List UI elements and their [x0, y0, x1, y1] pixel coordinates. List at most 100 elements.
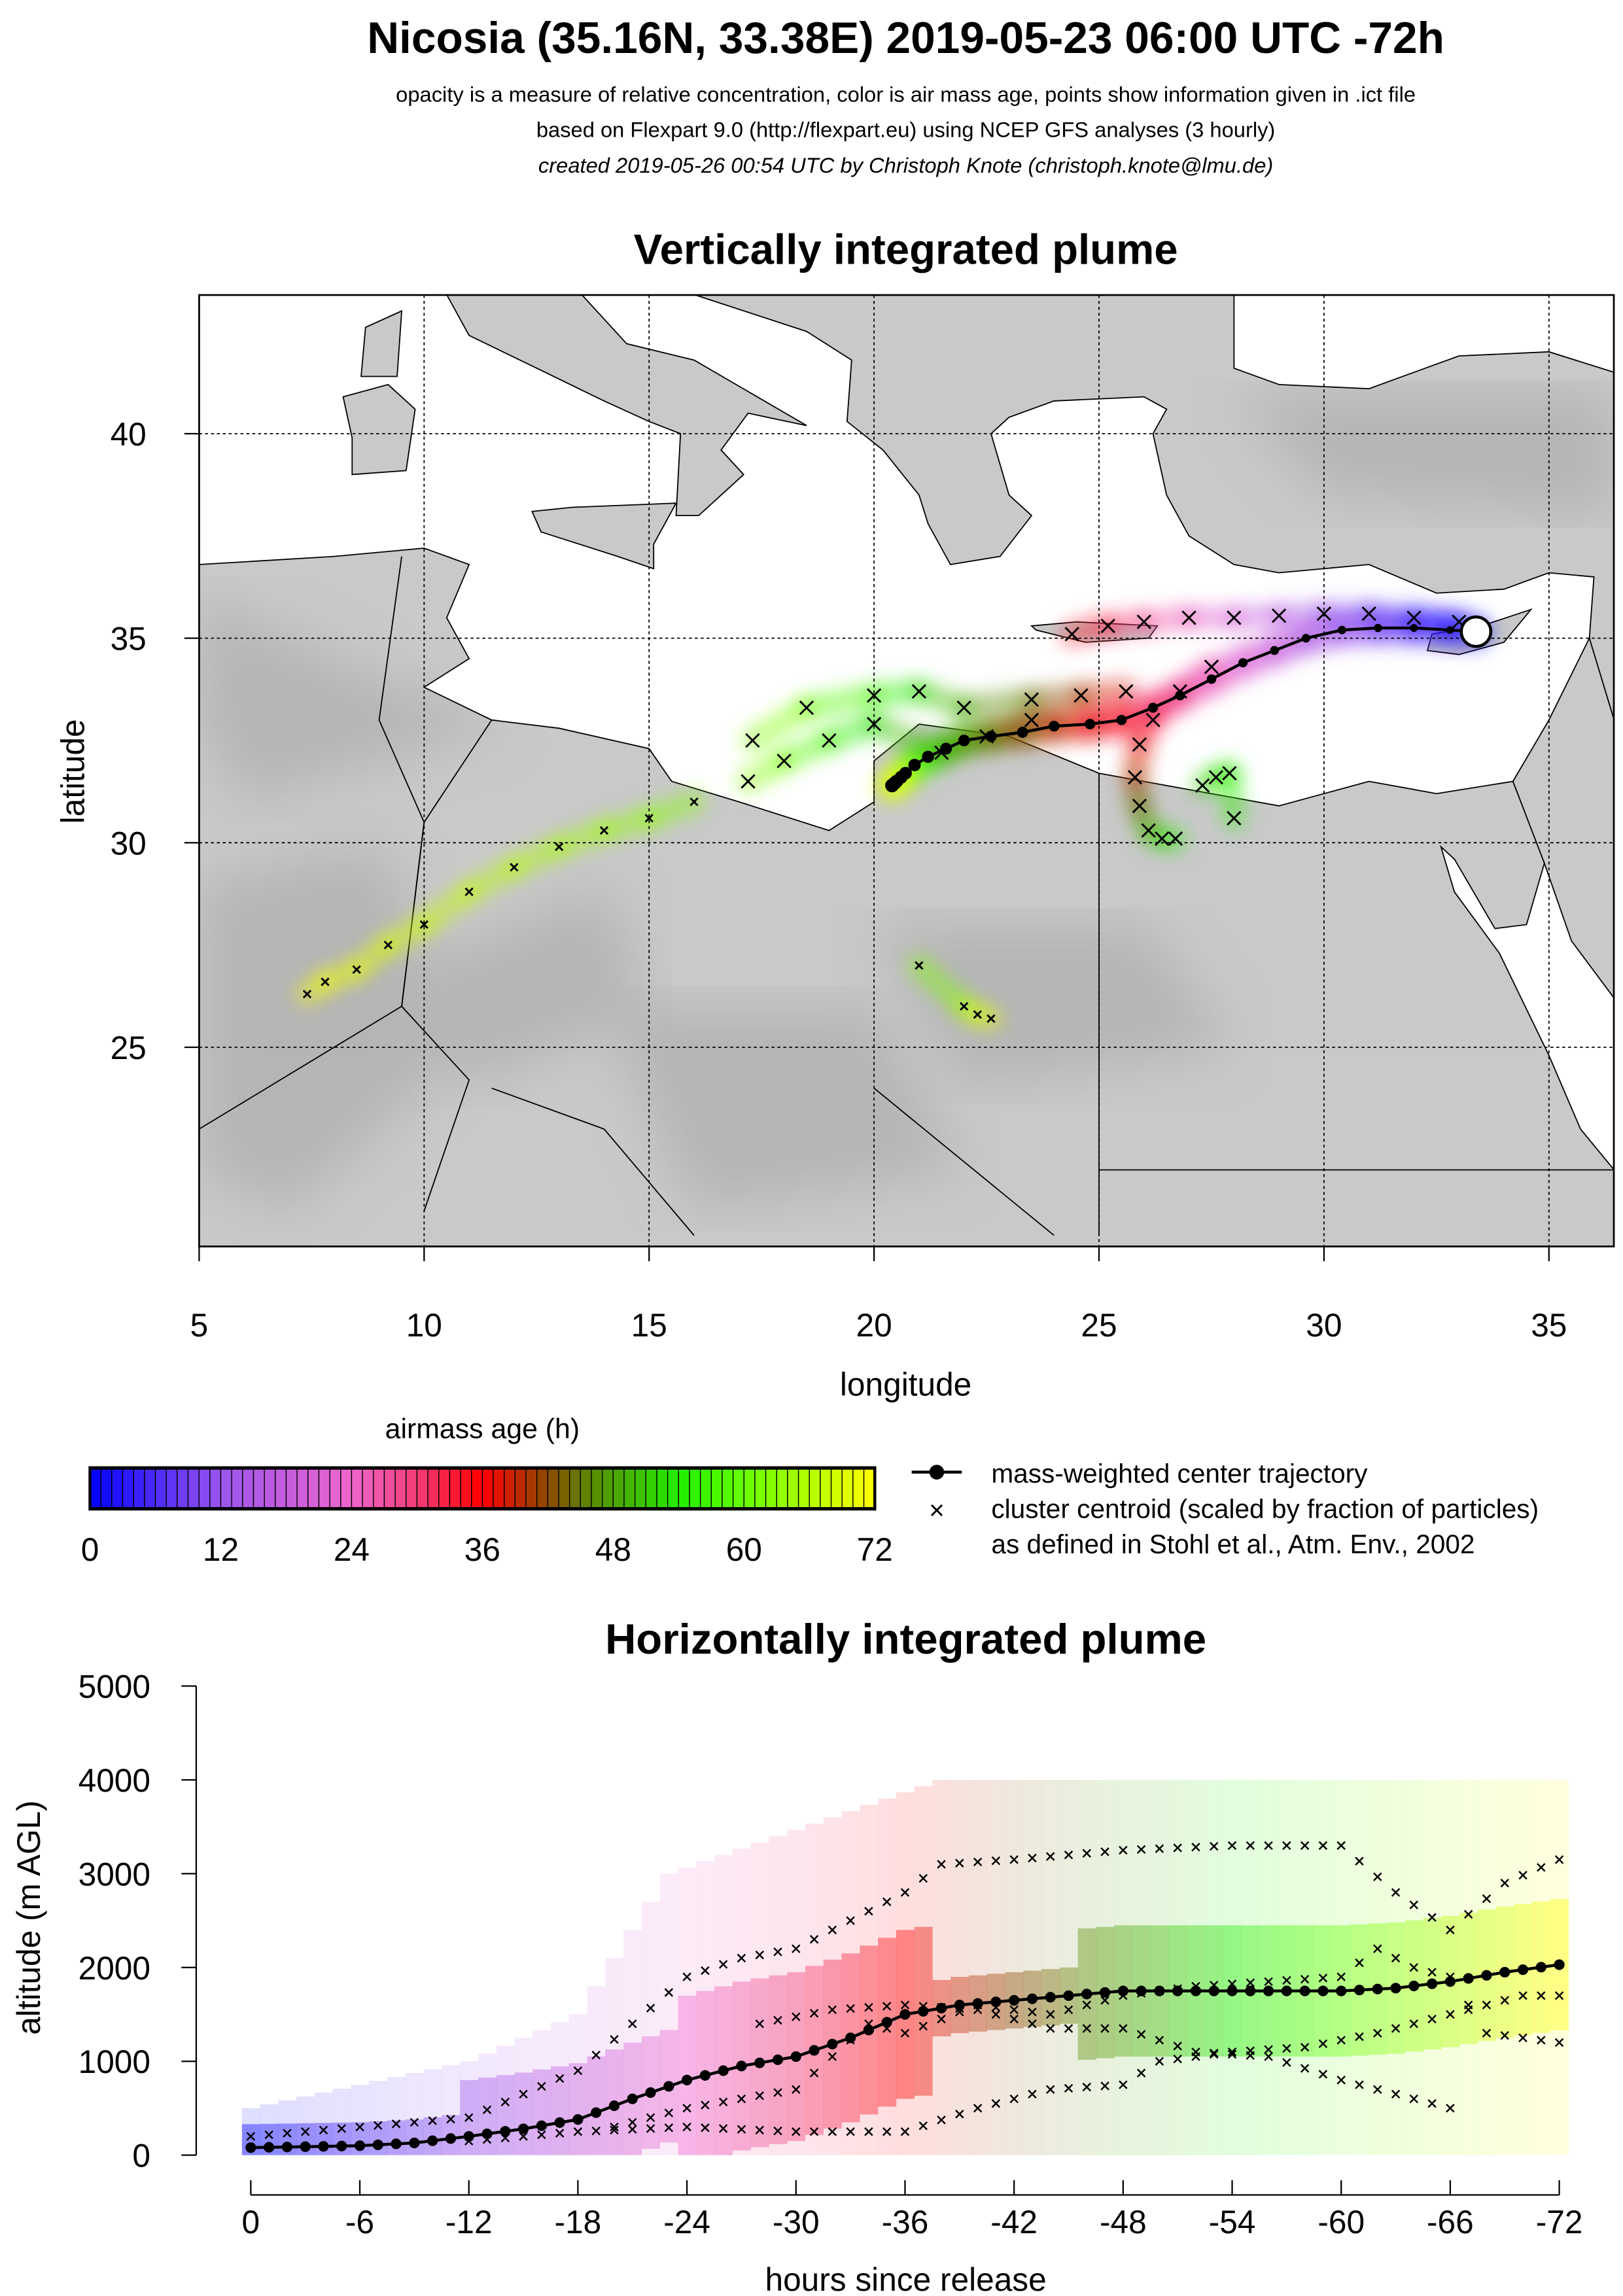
map-y-tick-label: 25	[111, 1030, 147, 1066]
center-trajectory-point	[1238, 658, 1248, 668]
colorbar-cell	[416, 1469, 428, 1508]
plume-column	[1223, 1779, 1242, 2155]
cluster-centroid-marker	[1336, 1972, 1346, 1981]
cluster-centroid-marker	[1355, 1856, 1364, 1866]
colorbar-cell	[797, 1469, 810, 1508]
cluster-centroid-marker	[799, 700, 814, 716]
colorbar-cell	[133, 1469, 145, 1508]
altitude-y-axis-label: altitude (m AGL)	[10, 1800, 47, 2034]
center-trajectory-point	[1408, 1980, 1420, 1992]
cluster-centroid-marker	[1210, 1841, 1219, 1851]
plume-core	[587, 2056, 606, 2155]
altitude-y-tick-label: 5000	[79, 1669, 150, 1705]
cluster-centroid-marker	[737, 1953, 746, 1963]
plume-column	[1350, 1779, 1369, 2155]
cluster-centroid-marker	[864, 2003, 873, 2012]
cluster-centroid-marker	[822, 733, 837, 748]
center-trajectory-point	[681, 2074, 693, 2086]
cluster-centroid-marker	[628, 2117, 637, 2127]
plume-column	[805, 1823, 824, 2155]
cluster-centroid-marker	[1155, 831, 1170, 846]
cluster-centroid-marker	[1045, 2024, 1055, 2033]
cluster-centroid-marker	[737, 2125, 746, 2134]
colorbar-cell	[100, 1469, 113, 1508]
map-panel: 5 10 15 20 25 30 35 25 30 35 40	[111, 294, 1615, 1344]
cluster-centroid-marker	[792, 2085, 801, 2094]
cluster-centroid-marker	[1119, 684, 1134, 699]
plume-core	[532, 2069, 551, 2155]
center-trajectory-point	[1190, 1985, 1202, 1996]
cluster-centroid-marker	[1318, 1974, 1328, 1983]
plume-column	[1441, 1779, 1460, 2155]
map-x-tick-label: 10	[406, 1307, 442, 1344]
cluster-centroid-marker	[1024, 692, 1039, 707]
cluster-centroid-marker	[1191, 1842, 1200, 1852]
altitude-x-tick-label: -24	[663, 2204, 710, 2240]
center-trajectory-point	[972, 1998, 983, 2009]
cluster-centroid-marker	[959, 1001, 969, 1011]
altitude-y-tick-label: 3000	[79, 1856, 150, 1892]
colorbar-cell	[852, 1469, 865, 1508]
center-trajectory-point	[940, 742, 952, 755]
center-trajectory-point	[885, 778, 899, 793]
legend-dot-swatch	[929, 1465, 945, 1480]
cluster-centroid-marker	[809, 2068, 819, 2078]
cluster-centroid-marker	[1064, 1850, 1073, 1860]
colorbar-cell	[209, 1469, 222, 1508]
cluster-centroid-marker	[500, 2097, 510, 2107]
cluster-centroid-marker	[321, 977, 330, 986]
plume-column	[1023, 1779, 1042, 2155]
cluster-centroid-marker	[1132, 737, 1147, 752]
sicily	[531, 502, 678, 570]
plume-segment	[966, 1002, 1003, 1031]
cluster-centroid-marker	[1427, 2099, 1437, 2108]
cluster-centroid-marker	[319, 2125, 328, 2135]
cluster-centroid-marker	[1155, 1844, 1164, 1853]
cluster-centroid-marker	[555, 2129, 565, 2138]
center-trajectory-point	[754, 2057, 765, 2068]
cluster-centroid-marker	[1406, 610, 1422, 625]
colorbar-cell	[340, 1469, 353, 1508]
cluster-centroid-marker	[1500, 2031, 1509, 2040]
altitude-x-tick-label: -66	[1427, 2204, 1474, 2240]
plume-column	[714, 1854, 733, 2155]
cluster-centroid-marker	[682, 2122, 691, 2132]
center-trajectory-point	[1372, 1983, 1383, 1994]
cluster-centroid-marker	[1518, 2033, 1527, 2043]
cluster-centroid-marker	[1136, 2068, 1146, 2078]
cluster-centroid-marker	[1208, 770, 1224, 785]
colorbar-cell	[732, 1469, 744, 1508]
center-trajectory-point	[1147, 703, 1159, 713]
cluster-centroid-marker	[610, 2035, 619, 2044]
center-trajectory-point	[1045, 1992, 1056, 2003]
altitude-x-tick-label: -72	[1536, 2204, 1583, 2240]
center-trajectory-point	[463, 2131, 474, 2142]
center-trajectory-point	[1026, 1993, 1038, 2004]
colorbar-tick-label: 24	[334, 1531, 370, 1568]
center-trajectory-point	[1063, 1990, 1074, 2001]
colorbar-cell	[536, 1469, 549, 1508]
cluster-centroid-marker	[991, 2009, 1001, 2019]
cluster-centroid-marker	[1073, 688, 1089, 703]
plume-column	[623, 1930, 642, 2155]
cluster-centroid-marker	[864, 2127, 873, 2136]
center-trajectory-point	[990, 1996, 1002, 2008]
cluster-centroid-marker	[741, 774, 756, 789]
cluster-centroid-marker	[1227, 2049, 1237, 2059]
cluster-centroid-marker	[1173, 1843, 1182, 1852]
colorbar-cell	[351, 1469, 363, 1508]
cluster-centroid-marker	[846, 2004, 855, 2013]
cluster-centroid-marker	[1119, 2080, 1128, 2089]
cluster-centroid-marker	[1136, 614, 1151, 629]
cluster-centroid-marker	[1373, 1944, 1382, 1953]
cluster-centroid-marker	[1100, 2024, 1109, 2033]
cluster-centroid-marker	[955, 1858, 964, 1868]
colorbar-cell	[231, 1469, 243, 1508]
center-trajectory-point	[809, 2045, 820, 2056]
plume-column	[951, 1779, 969, 2155]
cluster-centroid-marker	[718, 2124, 728, 2133]
colorbar-cell	[765, 1469, 777, 1508]
colorbar-cell	[743, 1469, 756, 1508]
center-trajectory-point	[985, 731, 997, 742]
cluster-centroid-marker	[773, 2015, 782, 2025]
